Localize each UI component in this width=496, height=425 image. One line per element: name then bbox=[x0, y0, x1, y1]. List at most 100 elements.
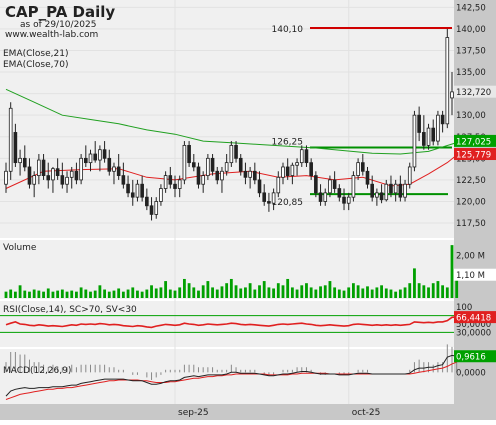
candle-body bbox=[238, 157, 243, 172]
volume-bar bbox=[225, 283, 229, 298]
volume-bar bbox=[201, 285, 205, 298]
candle-body bbox=[332, 179, 337, 189]
candle-body bbox=[234, 144, 238, 159]
price-tick-label: 142,50 bbox=[456, 3, 486, 13]
volume-bar bbox=[319, 286, 322, 298]
macd-last-badge-bg bbox=[454, 350, 496, 363]
candle-body bbox=[323, 192, 328, 202]
rsi-indicator bbox=[0, 315, 457, 333]
volume-last-badge-bg bbox=[454, 268, 496, 281]
legend-ema70: EMA(Close,70) bbox=[3, 60, 68, 70]
candle-body bbox=[18, 157, 22, 164]
volume-bar bbox=[13, 291, 17, 298]
candle-body bbox=[450, 91, 454, 99]
price-tick-label: 137,50 bbox=[456, 46, 486, 56]
candle-body bbox=[182, 144, 187, 181]
volume-bar bbox=[309, 287, 313, 298]
chart-title: CAP_PA Daily bbox=[5, 3, 115, 21]
candle-body bbox=[229, 144, 234, 164]
price-tick-label: 140,00 bbox=[456, 25, 486, 35]
candle-body bbox=[163, 175, 168, 189]
candle-body bbox=[121, 175, 126, 185]
volume-bar bbox=[131, 287, 135, 298]
candle-body bbox=[384, 183, 389, 201]
volume-bar bbox=[46, 288, 50, 298]
candle-body bbox=[314, 175, 318, 194]
candle-body bbox=[224, 162, 229, 172]
volume-bar bbox=[229, 278, 233, 298]
candle-body bbox=[375, 192, 379, 198]
candle-body bbox=[145, 196, 149, 207]
volume-bar bbox=[18, 285, 22, 298]
candle-body bbox=[154, 201, 159, 215]
volume-bar bbox=[305, 283, 308, 298]
candle-body bbox=[365, 170, 370, 185]
volume-bar bbox=[272, 288, 276, 298]
candle-body bbox=[309, 162, 313, 176]
volume-bar bbox=[445, 287, 449, 298]
x-axis-labels: sep-25 oct-25 bbox=[178, 408, 380, 418]
volume-bar bbox=[60, 289, 64, 298]
candle-body bbox=[281, 166, 285, 178]
candle-body bbox=[337, 188, 342, 198]
rsi-tick-label: 50,0000 bbox=[456, 320, 491, 330]
candle-body bbox=[22, 157, 27, 168]
volume-bar bbox=[239, 288, 243, 298]
volume-bar bbox=[403, 287, 407, 298]
candle-body bbox=[445, 37, 450, 125]
volume-bar bbox=[150, 285, 153, 298]
candle-body bbox=[431, 127, 436, 142]
rsi-tick-label: 100 bbox=[456, 303, 472, 313]
level-label: 140,10 bbox=[272, 25, 304, 35]
candle-body bbox=[140, 183, 144, 198]
volume-bar bbox=[370, 289, 374, 298]
candle-body bbox=[196, 166, 201, 185]
volume-bar bbox=[375, 287, 379, 298]
volume-bar bbox=[244, 287, 247, 298]
candle-body bbox=[440, 114, 445, 125]
candle-body bbox=[41, 159, 46, 176]
level-label: 120,85 bbox=[272, 198, 304, 208]
candle-body bbox=[168, 175, 173, 185]
volume-bar bbox=[178, 287, 182, 298]
volume-bar bbox=[192, 287, 196, 298]
volume-bar bbox=[276, 283, 280, 298]
candle-body bbox=[173, 183, 177, 189]
y-axis-strip bbox=[454, 0, 496, 404]
volume-bar bbox=[408, 283, 412, 298]
price-tick-label: 130,00 bbox=[456, 111, 486, 121]
candle-body bbox=[407, 166, 412, 185]
candle-body bbox=[69, 170, 74, 178]
volume-bar bbox=[173, 290, 177, 298]
volume-bar bbox=[248, 283, 252, 298]
volume-bar bbox=[347, 287, 351, 298]
ema70-badge-bg bbox=[454, 134, 496, 147]
candle-body bbox=[426, 127, 431, 146]
rsi-last-badge-bg bbox=[454, 311, 496, 324]
candle-body bbox=[210, 157, 215, 172]
candle-body bbox=[360, 162, 365, 172]
candle-body bbox=[393, 183, 398, 194]
volume-bar bbox=[441, 285, 445, 298]
candle-body bbox=[13, 132, 18, 164]
volume-bar bbox=[258, 285, 261, 298]
volume-bar bbox=[145, 289, 149, 298]
candle-body bbox=[37, 159, 41, 176]
candle-body bbox=[102, 149, 107, 159]
candle-body bbox=[398, 183, 403, 198]
candle-body bbox=[243, 170, 248, 178]
volume-bars bbox=[4, 245, 459, 298]
volume-bar bbox=[23, 290, 27, 298]
candle-body bbox=[267, 201, 271, 204]
volume-bar bbox=[417, 283, 421, 298]
candle-body bbox=[65, 176, 69, 185]
volume-bar bbox=[295, 289, 299, 298]
volume-bar bbox=[436, 281, 440, 298]
volume-bar bbox=[159, 287, 163, 298]
volume-bar bbox=[389, 289, 393, 298]
x-tick-label: sep-25 bbox=[178, 408, 209, 418]
candle-body bbox=[4, 170, 8, 185]
price-tick-label: 120,00 bbox=[456, 197, 486, 207]
candle-body bbox=[304, 149, 309, 164]
volume-bar bbox=[117, 288, 121, 298]
